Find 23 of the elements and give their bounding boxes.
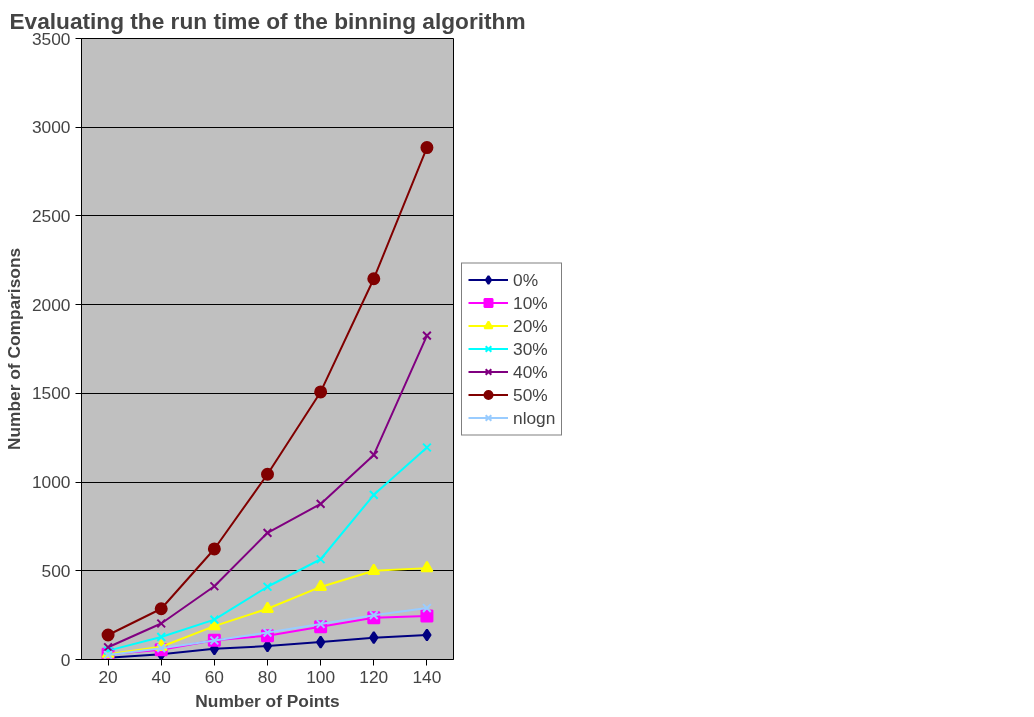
- y-axis-title: Number of Comparisons: [3, 247, 24, 451]
- y-tick-label: 3000: [31, 117, 71, 138]
- y-tick-label: 0: [60, 649, 71, 670]
- legend-label: 50%: [513, 384, 548, 405]
- x-tick-label: 80: [257, 666, 278, 687]
- y-tick-label: 1000: [31, 472, 71, 493]
- y-tick-label: 2000: [31, 294, 71, 315]
- x-tick-label: 120: [359, 666, 389, 687]
- x-tick-label: 40: [151, 666, 171, 687]
- x-tick-label: 140: [412, 666, 442, 687]
- legend-label: 40%: [513, 361, 548, 382]
- y-tick-label: 500: [41, 560, 71, 581]
- legend-label: 30%: [513, 338, 548, 359]
- x-tick-label: 60: [204, 666, 224, 687]
- x-tick-label: 20: [98, 666, 118, 687]
- x-axis-title: Number of Points: [195, 690, 340, 711]
- legend-label: nlogn: [513, 407, 556, 428]
- legend-label: 0%: [513, 269, 539, 290]
- x-tick-label: 100: [306, 666, 336, 687]
- legend-label: 10%: [513, 292, 548, 313]
- legend-label: 20%: [513, 315, 548, 336]
- y-tick-label: 2500: [31, 205, 71, 226]
- y-tick-label: 1500: [31, 383, 71, 404]
